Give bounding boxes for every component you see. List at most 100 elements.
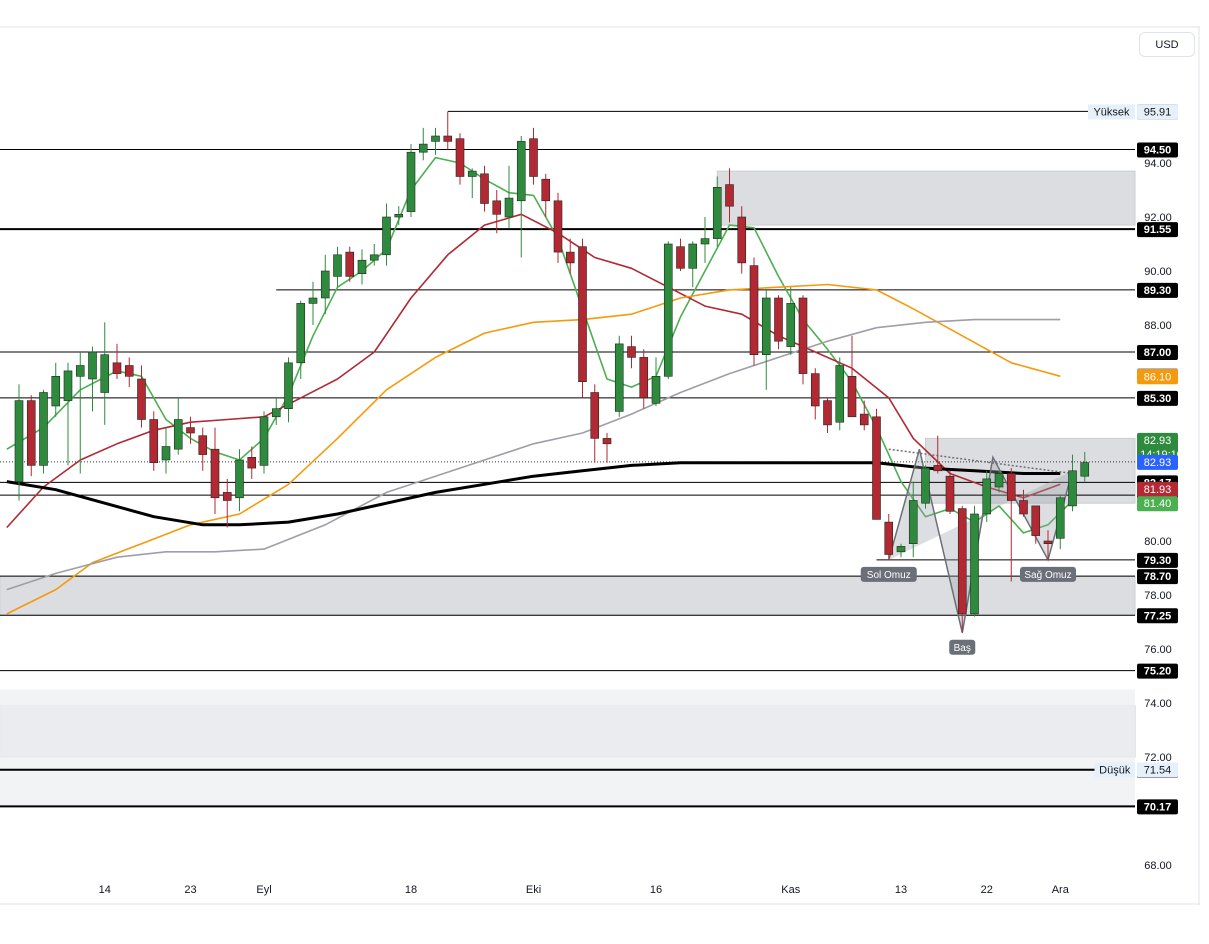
candle — [504, 165, 514, 228]
candle — [933, 435, 943, 474]
candle-body — [296, 303, 306, 364]
candle-body — [394, 214, 404, 218]
candle — [970, 505, 979, 617]
candle-body — [382, 216, 391, 256]
y-tick-label: 68.00 — [1144, 860, 1172, 872]
candle — [1031, 505, 1041, 544]
y-tick-label: 92.00 — [1144, 212, 1172, 224]
price-tag — [1137, 496, 1178, 512]
candle-body — [884, 521, 894, 555]
candle — [529, 127, 538, 185]
candle-body — [112, 362, 122, 374]
candle — [945, 470, 955, 514]
candle-body — [406, 151, 416, 212]
y-tick-label: 94.00 — [1144, 158, 1172, 170]
candle-body — [933, 465, 943, 472]
candle — [908, 481, 918, 558]
candle-body — [504, 197, 514, 218]
candle-body — [259, 416, 269, 466]
candle — [994, 470, 1004, 493]
candle — [198, 427, 208, 471]
candle-body — [186, 427, 195, 434]
candle-body — [786, 303, 796, 347]
candle-body — [737, 216, 747, 264]
price-tag — [1137, 369, 1178, 385]
candle-body — [1006, 473, 1016, 501]
level-price-tag — [1137, 569, 1178, 585]
candle-body — [798, 297, 808, 374]
candle — [810, 368, 820, 420]
candle-body — [1031, 505, 1041, 536]
candle-body — [1080, 462, 1090, 477]
level-price-tag — [1137, 345, 1178, 360]
candle-body — [725, 184, 734, 207]
candle — [467, 168, 477, 199]
candle — [982, 470, 992, 523]
level-price-label: 87.00 — [1144, 347, 1172, 359]
candle — [565, 238, 575, 274]
level-price-tag — [1137, 608, 1178, 624]
candle-body — [1019, 500, 1028, 515]
candle — [859, 400, 869, 431]
candle-body — [872, 416, 881, 520]
candle — [1006, 468, 1016, 582]
candle-body — [688, 243, 698, 269]
candle — [835, 357, 845, 431]
moving-average-orange — [6, 283, 1061, 615]
price-tag-label: 81.40 — [1144, 498, 1172, 510]
candle-body — [712, 187, 722, 239]
candle — [210, 427, 220, 514]
candle — [798, 295, 808, 385]
price-tag-label: 81.93 — [1144, 484, 1172, 496]
candle — [247, 446, 257, 479]
candle — [161, 427, 171, 474]
price-tag-label: 86.10 — [1144, 371, 1172, 383]
x-tick-label: 16 — [650, 884, 662, 896]
candle-body — [761, 297, 771, 356]
x-tick-label: Ara — [1052, 884, 1070, 896]
level-price-label: 78.70 — [1144, 571, 1172, 583]
candle — [296, 300, 306, 379]
candle — [676, 238, 685, 271]
candle-body — [247, 456, 257, 469]
candle — [700, 217, 710, 263]
level-price-tag — [1137, 282, 1178, 298]
candle-body — [455, 138, 465, 177]
candle-body — [614, 343, 624, 412]
currency-button[interactable]: USD — [1139, 32, 1195, 57]
candle-body — [896, 546, 906, 553]
candle — [921, 465, 930, 509]
level-price-label: 91.55 — [1144, 224, 1172, 236]
candle-body — [749, 265, 759, 356]
candle-body — [431, 135, 440, 142]
candle-body — [369, 254, 379, 261]
pattern-label-bg — [949, 639, 976, 655]
candle — [88, 346, 97, 412]
price-tag-label: 82.93 — [1144, 435, 1172, 447]
candle-body — [590, 392, 600, 439]
x-tick-label: Eyl — [256, 884, 271, 896]
x-tick-label: 23 — [184, 884, 196, 896]
candle — [541, 173, 551, 217]
candle — [357, 249, 367, 285]
candle-body — [14, 400, 24, 482]
price-tag — [1137, 104, 1178, 120]
candle-body — [541, 178, 551, 202]
candle — [602, 433, 612, 463]
candle — [1080, 451, 1090, 482]
x-tick-label: 18 — [405, 884, 417, 896]
candle-body — [443, 135, 453, 142]
candle — [1019, 489, 1028, 517]
candle — [369, 244, 379, 266]
candle — [51, 362, 61, 417]
extreme-side-label: Düşük — [1099, 764, 1131, 776]
y-tick-label: 78.00 — [1144, 590, 1172, 602]
candle-body — [639, 357, 649, 399]
y-tick-label: 88.00 — [1144, 320, 1172, 332]
y-tick-label: 80.00 — [1144, 536, 1172, 548]
candle — [100, 322, 110, 425]
candle-body — [774, 297, 783, 342]
candle-body — [627, 346, 636, 358]
